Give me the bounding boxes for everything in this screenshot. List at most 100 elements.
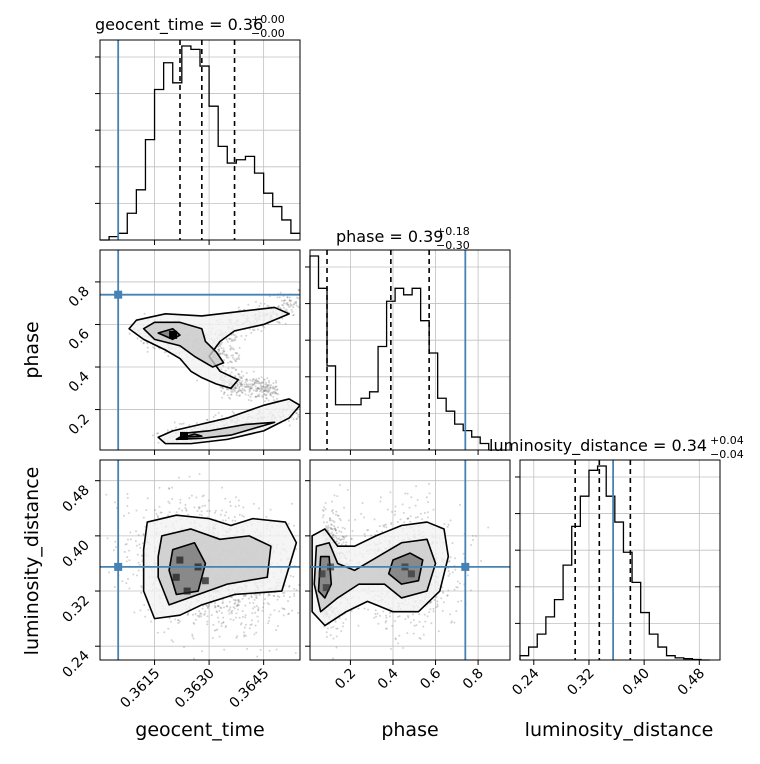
geocent-phase-sample — [268, 295, 271, 298]
geocent-phase-sample — [271, 391, 274, 394]
geocent-phase-sample — [276, 320, 279, 323]
x-lum-ticklabel: 0.32 — [564, 666, 597, 699]
phase-lum-sample — [347, 519, 350, 522]
title-geocent-sup: +0.00 — [251, 13, 285, 26]
geocent-lum-sample — [218, 609, 221, 612]
geocent-phase-sample — [234, 386, 237, 389]
geocent-lum-sample — [248, 602, 251, 605]
geocent-lum-sample — [222, 621, 225, 624]
geocent-lum-sample — [128, 549, 131, 552]
geocent-phase-sample — [293, 302, 296, 305]
geocent-phase-sample — [272, 395, 275, 398]
geocent-phase-sample — [248, 388, 251, 391]
geocent-lum-sample — [105, 493, 108, 496]
geocent-phase-sample — [258, 382, 261, 385]
geocent-lum-sample — [269, 508, 272, 511]
geocent-phase-sample — [152, 346, 155, 349]
geocent-lum-sample — [295, 589, 298, 592]
geocent-lum-sample — [234, 505, 237, 508]
geocent-phase-sample — [241, 384, 244, 387]
geocent-phase-sample — [230, 361, 233, 364]
geocent-phase-sample — [229, 337, 232, 340]
geocent-lum-sample — [186, 614, 189, 617]
geocent-phase-sample — [287, 303, 290, 306]
geocent-lum-sample — [126, 496, 129, 499]
geocent-lum-sample — [174, 618, 177, 621]
geocent-phase-sample — [237, 373, 240, 376]
geocent-phase-sample — [247, 398, 250, 401]
geocent-lum-sample — [230, 612, 233, 615]
geocent-phase-sample — [222, 387, 225, 390]
geocent-phase-sample — [263, 389, 266, 392]
geocent-phase-sample — [260, 376, 263, 379]
phase-lum-sample — [325, 525, 328, 528]
phase-lum-sample — [335, 635, 338, 638]
geocent-lum-sample — [258, 593, 261, 596]
geocent-phase-sample — [257, 328, 260, 331]
geocent-phase-sample — [223, 359, 226, 362]
geocent-phase-sample — [217, 350, 220, 353]
geocent-phase-sample — [233, 338, 236, 341]
geocent-phase-sample — [136, 337, 139, 340]
phase-lum-sample — [442, 591, 445, 594]
phase-lum-sample — [487, 526, 490, 529]
geocent-phase-sample — [225, 354, 228, 357]
phase-lum-sample — [426, 615, 429, 618]
geocent-phase-sample — [275, 388, 278, 391]
phase-lum-sample — [422, 633, 425, 636]
geocent-phase-sample — [234, 384, 237, 387]
geocent-lum-sample — [127, 512, 130, 515]
phase-lum-sample — [442, 601, 445, 604]
phase-lum-sample — [385, 614, 388, 617]
phase-lum-sample — [456, 586, 459, 589]
phase-lum-sample — [436, 600, 439, 603]
phase-lum-sample — [418, 620, 421, 623]
geocent-phase-sample — [292, 314, 295, 317]
geocent-lum-sample — [198, 615, 201, 618]
title-lum: luminosity_distance = 0.34 — [489, 436, 707, 456]
geocent-phase-sample — [261, 390, 264, 393]
geocent-phase-sample — [263, 388, 266, 391]
geocent-phase-sample — [292, 418, 295, 421]
phase-lum-sample — [409, 621, 412, 624]
geocent-phase-sample — [285, 302, 288, 305]
phase-lum-sample — [334, 528, 337, 531]
geocent-lum-sample — [136, 553, 139, 556]
geocent-lum-sample — [206, 604, 209, 607]
geocent-phase-sample — [157, 441, 160, 444]
x-phase-ticklabel: 0.4 — [375, 665, 402, 692]
phase-lum-sample — [345, 535, 348, 538]
phase-lum-sample — [335, 540, 338, 543]
geocent-phase-sample — [289, 305, 292, 308]
title-phase-sup: +0.18 — [436, 225, 470, 238]
geocent-phase-sample — [235, 387, 238, 390]
geocent-lum-sample — [94, 516, 96, 518]
phase-lum-sample — [354, 518, 357, 521]
geocent-lum-sample — [281, 592, 284, 595]
phase-lum-sample — [409, 515, 412, 518]
geocent-phase-sample — [296, 296, 299, 299]
geocent-phase-sample — [282, 302, 285, 305]
phase-lum-sample — [330, 626, 333, 629]
geocent-phase-sample — [297, 305, 300, 308]
geocent-phase-sample — [245, 378, 248, 381]
geocent-lum-sample — [305, 600, 307, 602]
phase-lum-sample — [321, 516, 324, 519]
geocent-phase-sample — [269, 392, 272, 395]
phase-lum-sample — [446, 594, 449, 597]
geocent-lum-sample — [267, 603, 270, 606]
geocent-lum-sample — [287, 522, 290, 525]
geocent-lum-sample — [252, 502, 255, 505]
geocent-lum-sample — [170, 486, 173, 489]
geocent-lum-sample — [178, 665, 180, 667]
geocent-phase-sample — [253, 381, 256, 384]
geocent-lum-sample — [187, 513, 190, 516]
geocent-lum-sample — [139, 609, 142, 612]
phase-lum-sample — [378, 525, 381, 528]
geocent-lum-sample — [269, 613, 272, 616]
geocent-phase-sample — [239, 382, 242, 385]
geocent-phase-sample — [278, 296, 281, 299]
phase-lum-sample — [425, 496, 428, 499]
phase-lum-sample — [342, 621, 345, 624]
geocent-phase-sample — [229, 360, 232, 363]
